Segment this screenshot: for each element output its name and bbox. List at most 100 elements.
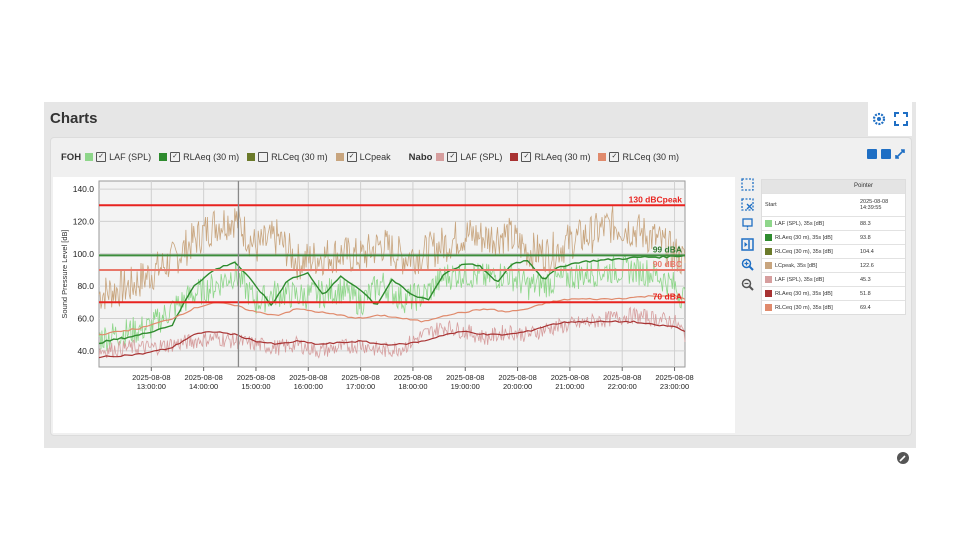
row-label: LCpeak, 35s [dB]	[775, 262, 818, 269]
row-value: 104.4	[860, 248, 874, 255]
expand-icon[interactable]	[893, 111, 909, 127]
fullscreen-icon[interactable]	[895, 149, 905, 161]
threshold-label: 70 dBA	[653, 291, 682, 301]
line-chart[interactable]: 40.060.080.0100.0120.0140.02025-08-0813:…	[53, 177, 735, 433]
checkbox-icon[interactable]: ✓	[447, 152, 458, 162]
y-tick-label: 120.0	[73, 216, 95, 226]
legend-label: RLCeq (30 m)	[622, 152, 679, 162]
x-tick-label-time: 14:00:00	[189, 382, 218, 391]
legend-label: RLCeq (30 m)	[271, 152, 328, 162]
corner-toolbar	[868, 102, 912, 136]
row-value: 69.4	[860, 304, 871, 311]
legend-item-foh-rlceq[interactable]: RLCeq (30 m)	[247, 152, 328, 162]
legend-toolbar	[867, 149, 905, 161]
pointer-row: RLAeq (30 m), 35s [dB] 93.8	[762, 230, 905, 244]
x-tick-label-time: 18:00:00	[398, 382, 427, 391]
threshold-label: 99 dBA	[653, 244, 682, 254]
row-label: LAF (SPL), 35s [dB]	[775, 220, 824, 227]
x-tick-label-time: 15:00:00	[241, 382, 270, 391]
clear-selection-icon[interactable]	[741, 198, 754, 211]
legend-item-nabo-laf[interactable]: ✓ LAF (SPL)	[436, 152, 502, 162]
legend-label: RLAeq (30 m)	[183, 152, 240, 162]
y-tick-label: 80.0	[77, 281, 94, 291]
select-area-icon[interactable]	[741, 178, 754, 191]
checkbox-icon[interactable]: ✓	[609, 152, 620, 162]
row-value: 88.3	[860, 220, 871, 227]
row-value: 93.8	[860, 234, 871, 241]
y-tick-label: 140.0	[73, 184, 95, 194]
threshold-label: 90 dBC	[653, 259, 682, 269]
row-value: 51.8	[860, 290, 871, 297]
checkbox-empty-icon[interactable]	[258, 152, 269, 162]
charts-panel: Charts FOH ✓ LAF (SPL) ✓ RLAeq (30 m)	[44, 102, 916, 464]
checkbox-icon[interactable]: ✓	[96, 152, 107, 162]
checkbox-icon[interactable]: ✓	[521, 152, 532, 162]
x-tick-label-time: 20:00:00	[503, 382, 532, 391]
pointer-row: RLCeq (30 m), 35s [dB] 104.4	[762, 244, 905, 258]
pointer-row: LCpeak, 35s [dB] 122.6	[762, 258, 905, 272]
series-line-foh_lcpeak	[98, 205, 686, 310]
row-swatch	[765, 304, 772, 311]
page-title: Charts	[50, 110, 98, 127]
more-options-icon[interactable]	[881, 149, 891, 159]
wrench-icon[interactable]	[897, 452, 909, 464]
legend-label: LAF (SPL)	[109, 152, 152, 162]
threshold-label: 130 dBCpeak	[629, 194, 683, 204]
legend-item-nabo-rlceq[interactable]: ✓ RLCeq (30 m)	[598, 152, 679, 162]
x-tick-label-date: 2025-08-08	[132, 373, 170, 382]
series-line-nabo_laf	[98, 306, 686, 359]
x-tick-label-date: 2025-08-08	[184, 373, 222, 382]
pointer-start-label: Start	[765, 202, 777, 208]
pointer-row: RLCeq (30 m), 35s [dB] 69.4	[762, 300, 905, 314]
x-tick-label-time: 23:00:00	[660, 382, 689, 391]
series-line-foh_rlaeq	[98, 254, 686, 345]
legend-swatch	[598, 153, 607, 161]
plot-area: 40.0 60.0 80.0 100.0 120.0 140.0 2025-08-08 13:…	[53, 177, 735, 433]
row-swatch	[765, 276, 772, 283]
legend-item-foh-laf[interactable]: ✓ LAF (SPL)	[85, 152, 151, 162]
legend-item-foh-rlaeq[interactable]: ✓ RLAeq (30 m)	[159, 152, 239, 162]
row-swatch	[765, 248, 772, 255]
row-swatch	[765, 234, 772, 241]
export-csv-icon[interactable]	[867, 149, 877, 159]
row-label: RLAeq (30 m), 35s [dB]	[775, 234, 833, 241]
x-tick-label-date: 2025-08-08	[237, 373, 275, 382]
marker-icon[interactable]	[741, 218, 754, 231]
pointer-start-value: 2025-08-08 14:39:55	[860, 199, 889, 211]
legend-label: RLAeq (30 m)	[534, 152, 591, 162]
x-tick-label-date: 2025-08-08	[551, 373, 589, 382]
gear-icon[interactable]	[871, 111, 887, 127]
legend: FOH ✓ LAF (SPL) ✓ RLAeq (30 m) RLCeq (30…	[51, 138, 911, 176]
x-tick-label-date: 2025-08-08	[498, 373, 536, 382]
legend-item-foh-lcpeak[interactable]: ✓ LCpeak	[335, 152, 391, 162]
pointer-row: RLAeq (30 m), 35s [dB] 51.8	[762, 286, 905, 300]
row-label: RLAeq (30 m), 35s [dB]	[775, 290, 833, 297]
y-tick-label: 60.0	[77, 313, 94, 323]
pointer-header: Pointer	[762, 180, 905, 193]
chart-card: FOH ✓ LAF (SPL) ✓ RLAeq (30 m) RLCeq (30…	[50, 137, 912, 464]
pointer-start-row: Start 2025-08-08 14:39:55	[762, 193, 905, 216]
series-line-nabo_rlaeq	[98, 320, 686, 359]
row-swatch	[765, 220, 772, 227]
legend-label: LCpeak	[359, 152, 391, 162]
pointer-panel-icon[interactable]	[741, 238, 754, 251]
zoom-out-icon[interactable]	[741, 278, 754, 291]
x-tick-label-time: 16:00:00	[294, 382, 323, 391]
checkbox-icon[interactable]: ✓	[170, 152, 181, 162]
x-tick-label-time: 13:00:00	[137, 382, 166, 391]
pointer-row: LAF (SPL), 35s [dB] 88.3	[762, 216, 905, 230]
chart-side-toolbar	[741, 178, 755, 291]
legend-item-nabo-rlaeq[interactable]: ✓ RLAeq (30 m)	[510, 152, 590, 162]
row-label: LAF (SPL), 35s [dB]	[775, 276, 824, 283]
row-label: RLCeq (30 m), 35s [dB]	[775, 248, 833, 255]
y-tick-label: 100.0	[73, 249, 95, 259]
x-tick-label-date: 2025-08-08	[446, 373, 484, 382]
zoom-in-icon[interactable]	[741, 258, 754, 271]
row-value: 122.6	[860, 262, 874, 269]
checkbox-icon[interactable]: ✓	[346, 152, 357, 162]
x-tick-label-time: 22:00:00	[608, 382, 637, 391]
x-tick-label-date: 2025-08-08	[394, 373, 432, 382]
y-tick-label: 40.0	[77, 346, 94, 356]
x-tick-label-date: 2025-08-08	[655, 373, 693, 382]
y-axis-label: Sound Pressure Level [dB]	[60, 229, 69, 318]
